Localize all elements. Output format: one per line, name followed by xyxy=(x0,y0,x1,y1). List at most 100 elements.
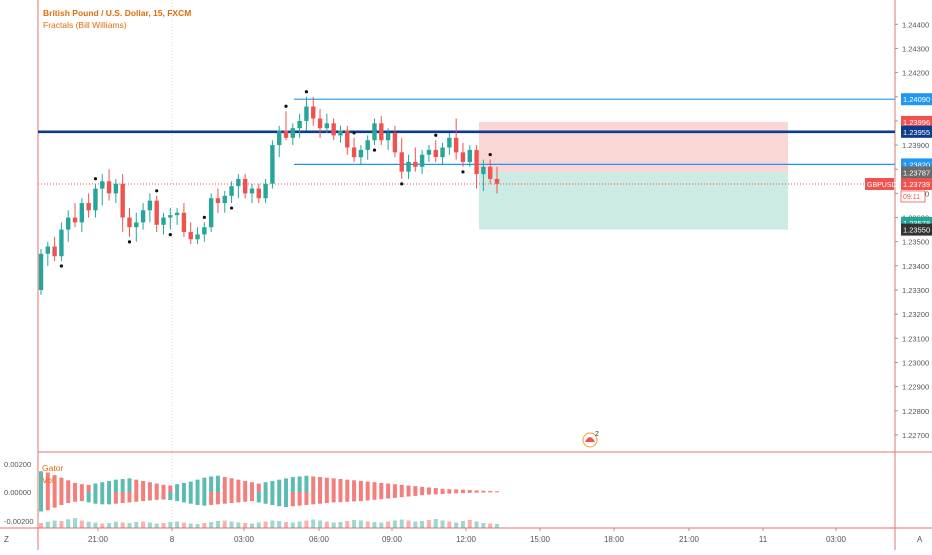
price-tick-label: 1.24300 xyxy=(902,44,929,53)
gator-lower-bar xyxy=(250,492,254,501)
fractal-marker xyxy=(434,134,437,137)
gator-upper-bar xyxy=(93,484,97,492)
volume-indicator-title[interactable]: Vol xyxy=(42,474,63,486)
gator-upper-bar xyxy=(386,484,390,492)
price-tick-label: 1.23000 xyxy=(902,358,929,367)
gator-lower-bar xyxy=(386,492,390,499)
gator-lower-bar xyxy=(298,492,302,506)
price-tick-label: 1.23200 xyxy=(902,310,929,319)
fractal-marker xyxy=(373,148,376,151)
candle-body xyxy=(284,131,288,138)
gator-upper-bar xyxy=(168,486,172,493)
auto-scale-toggle[interactable]: A xyxy=(917,535,922,544)
chart-legend[interactable]: British Pound / U.S. Dollar, 15, FXCM Fr… xyxy=(43,7,191,31)
gator-lower-bar xyxy=(80,492,84,501)
candle-body xyxy=(331,123,335,135)
candle-body xyxy=(393,133,397,152)
candle-body xyxy=(236,179,240,186)
gator-upper-bar xyxy=(236,480,240,492)
volume-bar xyxy=(80,521,84,529)
gator-lower-bar xyxy=(243,492,247,502)
gator-upper-bar xyxy=(447,489,451,492)
candle-body xyxy=(263,184,267,198)
fractal-marker xyxy=(305,90,308,93)
candle-body xyxy=(148,201,152,211)
fractal-marker xyxy=(94,177,97,180)
candle-body xyxy=(297,121,301,128)
candle-body xyxy=(141,210,145,222)
volume-bar xyxy=(223,521,227,529)
candle-body xyxy=(400,152,404,171)
gator-upper-bar xyxy=(107,481,111,492)
entry-price-label: 1.23787 xyxy=(903,168,930,177)
gator-upper-bar xyxy=(257,484,261,492)
candle-body xyxy=(182,213,186,232)
gator-lower-bar xyxy=(202,492,206,506)
time-tick-label: 18:00 xyxy=(604,535,625,544)
volume-bar xyxy=(121,523,125,529)
gator-upper-bar xyxy=(372,482,376,492)
price-tick-label: 1.23500 xyxy=(902,238,929,247)
fractals-indicator-title[interactable]: Fractals (Bill Williams) xyxy=(43,19,191,31)
candle-body xyxy=(359,150,363,157)
candle-body xyxy=(175,213,179,215)
price-tick-label: 1.22900 xyxy=(902,383,929,392)
gator-upper-bar xyxy=(202,478,206,492)
fractal-marker xyxy=(230,206,233,209)
candle-body xyxy=(66,218,70,230)
gator-lower-bar xyxy=(141,492,145,501)
gator-lower-bar xyxy=(372,492,376,500)
volume-bar xyxy=(250,524,254,529)
gator-indicator-title[interactable]: Gator xyxy=(42,462,63,474)
gator-lower-bar xyxy=(168,492,172,500)
volume-bar xyxy=(427,520,431,528)
gator-upper-bar xyxy=(87,485,91,492)
volume-bar xyxy=(454,523,458,529)
volume-bar xyxy=(345,521,349,528)
gator-lower-bar xyxy=(53,492,57,508)
gator-lower-bar xyxy=(277,492,281,506)
candle-body xyxy=(161,218,165,225)
candle-body xyxy=(107,181,111,193)
gator-lower-bar xyxy=(182,492,186,502)
sub-pane-legend[interactable]: Gator Vol xyxy=(42,462,63,486)
candle-body xyxy=(488,167,492,179)
candle-body xyxy=(345,131,349,148)
volume-bar xyxy=(311,520,315,529)
price-tick-label: 1.24400 xyxy=(902,20,929,29)
gator-upper-bar xyxy=(338,479,342,492)
countdown-label: 09:11 xyxy=(903,194,920,201)
candle-body xyxy=(209,198,213,227)
gator-lower-bar xyxy=(175,492,179,501)
gator-lower-bar xyxy=(359,492,363,501)
gator-upper-bar xyxy=(495,491,499,492)
volume-bar xyxy=(236,523,240,529)
volume-bar xyxy=(434,519,438,528)
candle-body xyxy=(223,196,227,203)
gator-lower-bar xyxy=(284,492,288,507)
gator-upper-bar xyxy=(352,480,356,492)
zoom-reset-left[interactable]: Z xyxy=(4,535,9,544)
volume-bar xyxy=(155,524,159,529)
gator-upper-bar xyxy=(277,480,281,492)
volume-bar xyxy=(168,522,172,528)
gator-upper-bar xyxy=(250,482,254,492)
candle-body xyxy=(304,106,308,120)
volume-bar xyxy=(46,522,50,528)
symbol-title[interactable]: British Pound / U.S. Dollar, 15, FXCM xyxy=(43,7,191,19)
candle-body xyxy=(86,203,90,210)
volume-bar xyxy=(59,521,63,528)
gator-lower-bar xyxy=(345,492,349,502)
volume-bar xyxy=(372,522,376,528)
current-price-label: 1.23739 xyxy=(903,180,930,189)
volume-bar xyxy=(481,523,485,528)
volume-bar xyxy=(447,522,451,529)
volume-bar xyxy=(291,523,295,529)
candle-body xyxy=(379,123,383,140)
gator-lower-bar xyxy=(407,492,411,497)
candle-body xyxy=(114,184,118,194)
volume-bar xyxy=(420,521,424,528)
volume-bar xyxy=(495,524,499,528)
